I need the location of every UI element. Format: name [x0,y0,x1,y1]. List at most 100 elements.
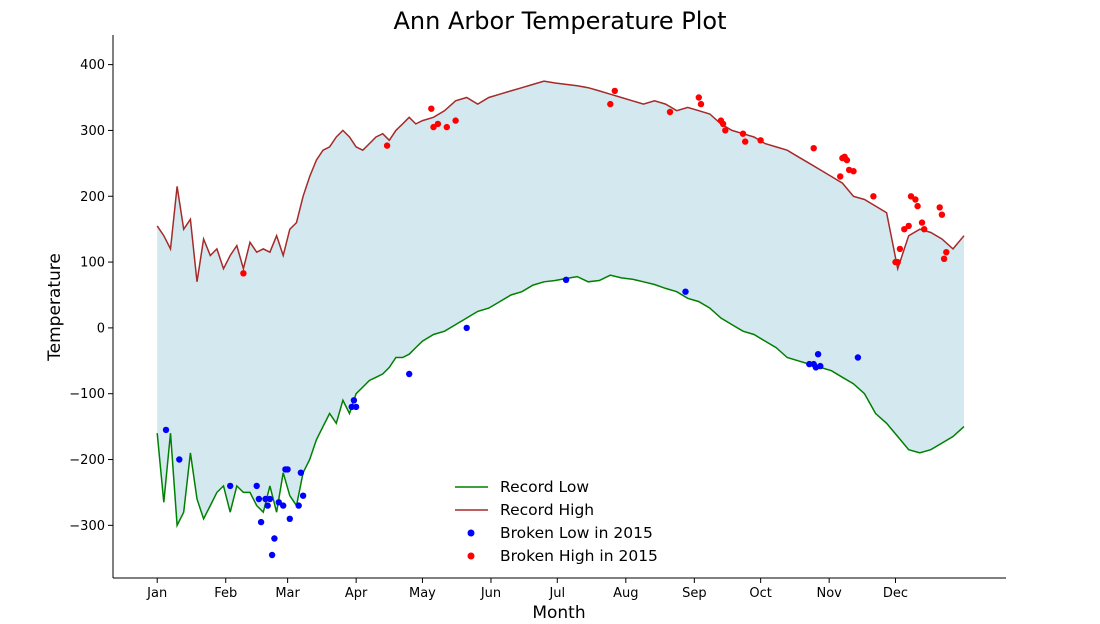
x-tick-label: Jul [548,586,565,601]
x-tick-label: Nov [816,586,842,601]
broken-high-point [697,100,705,108]
broken-low-point [352,403,360,411]
x-tick-label: Feb [214,586,237,601]
broken-low-point [271,535,278,542]
legend-record-high-label: Record High [500,501,594,519]
broken-high-point [850,168,857,175]
broken-low-point [814,351,822,358]
broken-high-point [943,249,950,256]
broken-high-point [695,94,702,101]
broken-low-point [406,370,413,378]
broken-low-point [286,515,293,522]
broken-high-point [452,117,459,124]
broken-low-point [262,495,269,503]
y-tick-label: 0 [97,321,105,336]
broken-high-point [719,120,727,128]
broken-high-point [434,120,442,128]
legend-broken-low-swatch [467,529,475,537]
legend-broken-high-swatch [467,552,475,560]
record-low-line [156,274,965,529]
broken-high-point [938,211,946,218]
broken-high-point [896,245,904,253]
broken-low-point [817,362,824,370]
y-tick-label: 200 [80,190,105,205]
broken-high-point [810,145,817,152]
chart-title: Ann Arbor Temperature Plot [393,7,726,35]
x-tick-label: Oct [749,586,771,601]
broken-high-point [843,156,851,164]
x-tick-label: Aug [613,586,638,601]
broken-low-point [257,518,265,526]
broken-low-point [253,482,260,490]
x-axis-label: Month [532,603,585,623]
y-tick-label: −300 [69,519,105,534]
broken-high-point [666,108,674,116]
broken-high-point [921,226,928,233]
y-axis-label: Temperature [45,253,65,362]
broken-high-point [894,258,901,266]
legend: Record Low Record High Broken Low in 201… [455,478,658,565]
broken-high-point [936,204,943,211]
broken-high-point [914,202,921,210]
y-axis-ticks: −300 −200 −100 0 100 200 300 400 [69,58,113,534]
broken-low-point [297,469,305,476]
broken-high-point [912,196,919,203]
broken-high-point [907,193,915,200]
broken-low-point [275,499,282,506]
broken-high-point [739,130,747,137]
broken-low-point [255,495,263,503]
legend-broken-low-label: Broken Low in 2015 [500,524,653,542]
broken-high-point [757,137,764,144]
broken-high-point [607,100,614,108]
x-tick-label: Jan [146,586,167,601]
broken-high-point [837,173,844,180]
record-range-band [157,81,964,526]
legend-broken-high-label: Broken High in 2015 [500,547,658,565]
broken-low-point [162,426,170,434]
x-tick-label: May [409,586,436,601]
y-tick-label: 100 [80,256,105,271]
broken-low-point [350,397,358,404]
broken-low-point [463,324,470,332]
broken-low-point [348,403,355,411]
broken-low-point [264,502,271,509]
broken-high-point [611,87,618,95]
broken-high-point [383,142,391,149]
y-tick-label: −200 [69,453,105,468]
y-tick-label: −100 [69,387,105,402]
broken-high-point [722,127,729,134]
broken-high-point [870,193,877,200]
broken-low-point [280,502,287,509]
x-tick-label: Mar [275,586,300,601]
y-tick-label: 300 [80,124,105,139]
x-tick-label: Sep [682,586,707,601]
broken-high-points [240,87,950,277]
broken-low-point [227,482,234,490]
x-tick-label: Apr [345,586,368,601]
broken-low-point [176,456,183,463]
broken-low-point [295,502,302,509]
broken-high-point [443,123,450,131]
broken-low-point [299,492,307,499]
broken-low-point [854,354,862,361]
broken-high-point [240,270,247,277]
broken-high-point [901,226,908,233]
y-tick-label: 400 [80,58,105,73]
x-tick-label: Jun [480,586,501,601]
broken-low-point [266,495,274,503]
broken-low-point [268,551,276,559]
broken-high-point [742,138,749,145]
broken-high-point [918,219,926,226]
x-axis-ticks: Jan Feb Mar Apr May Jun Jul Aug Sep Oct Nov Dec [146,578,908,601]
broken-low-point [806,360,813,368]
broken-low-point [284,466,291,473]
broken-high-point [428,105,435,112]
broken-high-point [905,222,912,230]
broken-high-point [430,123,437,131]
broken-low-point [682,288,689,295]
broken-low-points [162,276,862,559]
legend-record-low-label: Record Low [500,478,589,496]
plot-area [156,80,965,559]
record-high-line [156,80,965,282]
